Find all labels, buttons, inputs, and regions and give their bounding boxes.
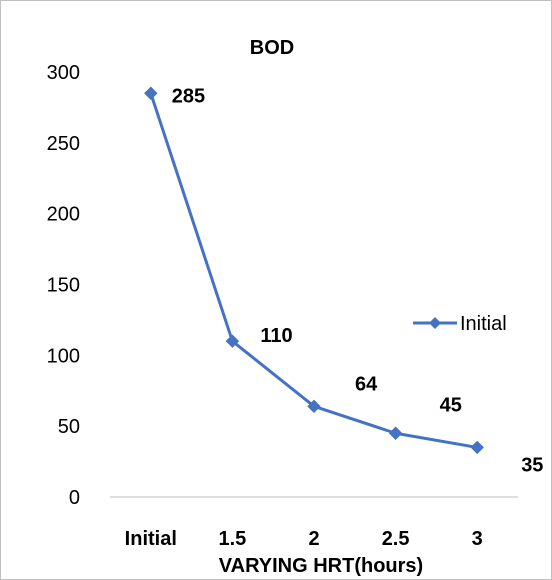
x-tick-label: Initial [125, 528, 177, 550]
series-initial [144, 86, 484, 455]
y-tick-label: 200 [47, 204, 80, 226]
data-label: 64 [355, 373, 378, 395]
data-point [388, 426, 403, 440]
y-tick-label: 100 [47, 345, 80, 367]
legend: Initial [413, 313, 507, 335]
y-tick-label: 150 [47, 275, 80, 297]
series-line [149, 92, 478, 449]
y-tick-label: 250 [47, 133, 80, 155]
y-tick-label: 0 [69, 487, 80, 509]
x-tick-label: 3 [472, 528, 483, 550]
data-point [307, 399, 321, 414]
legend-marker [429, 317, 441, 329]
chart-title: BOD [250, 37, 294, 59]
data-point [144, 86, 158, 100]
x-axis: Initial 1.5 2 2.5 3 [110, 496, 518, 550]
x-tick-label: 2.5 [382, 528, 410, 550]
data-label: 110 [260, 325, 292, 347]
x-axis-title: VARYING HRT(hours) [219, 555, 423, 577]
x-tick-label: 1.5 [218, 528, 246, 550]
data-labels: 285 110 64 45 35 [172, 85, 544, 476]
data-label: 285 [172, 85, 205, 107]
data-point [470, 440, 484, 455]
data-label: 45 [440, 394, 462, 416]
y-axis: 0 50 100 150 200 250 300 [47, 62, 80, 509]
data-label: 35 [521, 454, 543, 476]
legend-label: Initial [460, 313, 507, 335]
y-tick-label: 50 [58, 416, 80, 438]
x-tick-label: 2 [308, 528, 319, 550]
y-tick-label: 300 [47, 62, 80, 84]
data-point [225, 334, 240, 348]
